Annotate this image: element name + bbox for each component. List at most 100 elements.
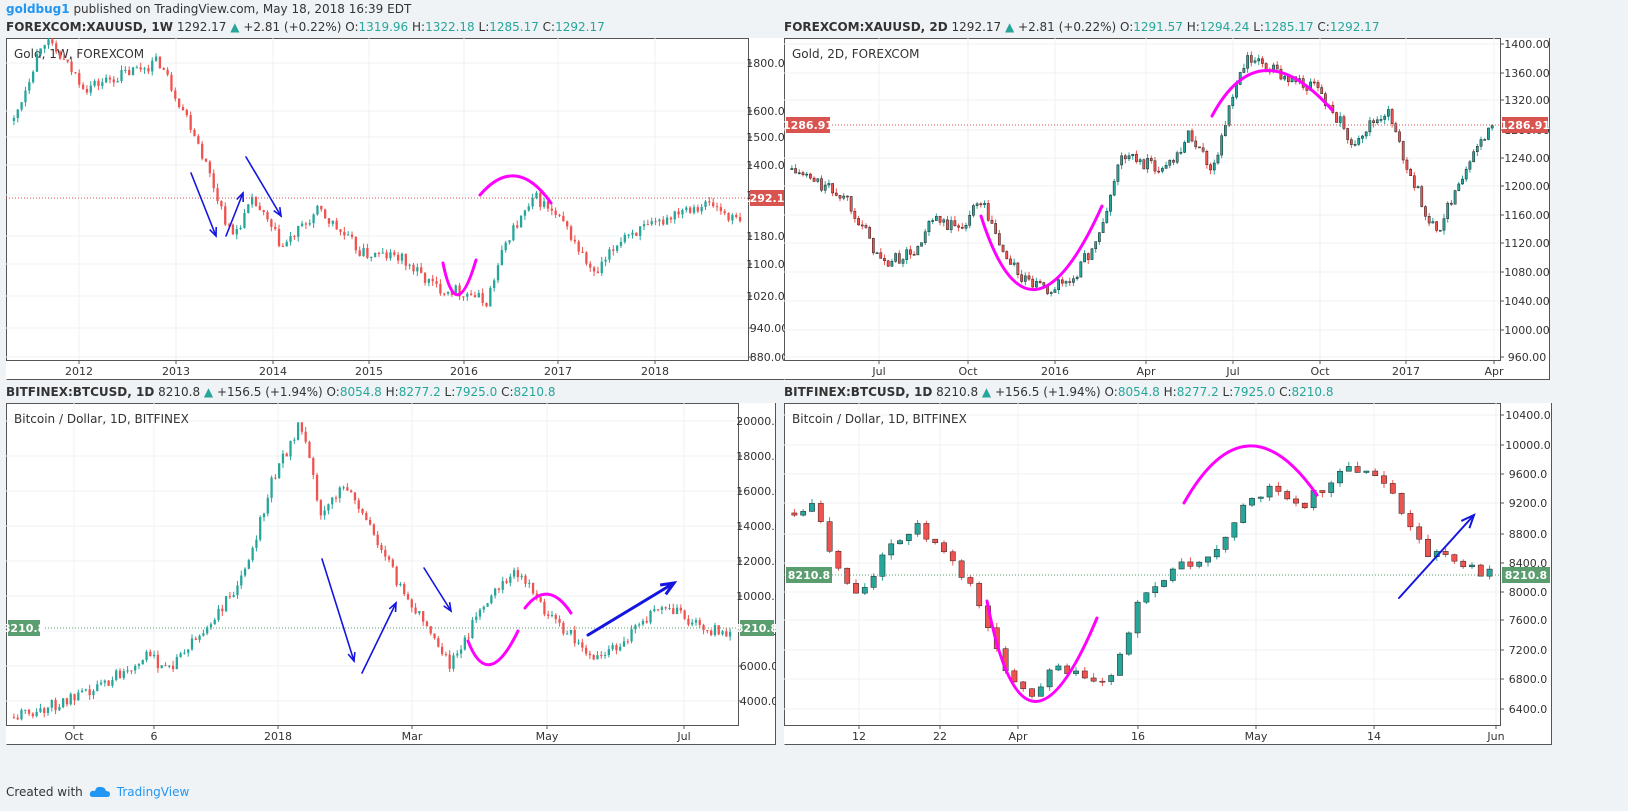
arrow-annotation[interactable] (225, 192, 244, 237)
candle (20, 101, 23, 112)
candle (523, 209, 527, 221)
chart-canvas[interactable]: 1400.001360.001320.001280.001240.001200.… (784, 38, 1550, 380)
arc-annotation[interactable] (985, 599, 1099, 703)
arrow-annotation[interactable] (190, 172, 217, 237)
arrow-annotation[interactable] (423, 567, 452, 612)
candle (55, 40, 58, 55)
candle (611, 642, 614, 651)
candle (596, 651, 599, 660)
arrow-annotation[interactable] (586, 581, 676, 637)
candle (809, 172, 812, 180)
candle (31, 712, 34, 719)
candle (1461, 175, 1464, 185)
candle (853, 207, 857, 223)
candle (1231, 522, 1238, 541)
arrow-annotation[interactable] (245, 156, 282, 217)
arc-annotation[interactable] (523, 592, 573, 615)
candle (1112, 178, 1116, 197)
candle (953, 215, 957, 227)
arrow-annotation[interactable] (321, 558, 355, 662)
close-label: C: (538, 20, 556, 34)
candle (35, 708, 38, 718)
arrowhead (273, 206, 283, 218)
candle (435, 276, 438, 288)
candle (1293, 495, 1299, 507)
candle (197, 134, 200, 145)
close-label: C: (497, 385, 514, 399)
candle (842, 193, 846, 201)
arc-annotation[interactable] (478, 174, 553, 205)
candle (1075, 275, 1079, 281)
candle (700, 203, 703, 215)
candle (573, 235, 577, 245)
chart-canvas[interactable]: 10400.0 10000.0 9600.0 9200.0 8800.0 8400.0 80… (784, 403, 1552, 745)
y-tick-label: 1160.00 (1504, 209, 1550, 222)
candle (1320, 84, 1324, 95)
candle (1345, 461, 1352, 472)
candle (949, 549, 956, 566)
candle (418, 610, 421, 616)
candle (1249, 51, 1253, 67)
up-arrow-icon: ▲ (981, 385, 992, 399)
candle (1353, 140, 1357, 147)
candle (554, 613, 557, 624)
candle (81, 82, 85, 91)
candle (73, 693, 76, 706)
candle (635, 232, 638, 237)
candle (1394, 121, 1398, 133)
y-tick-label: 880.00 (750, 351, 786, 364)
chart-canvas[interactable]: 20000.0 18000.0 16000.0 14000.0 12000.0 10000… (6, 403, 776, 745)
chart-canvas[interactable]: 1800.001600.001500.001400.001300.001180.… (6, 38, 786, 380)
candle (201, 141, 204, 161)
arc-annotation[interactable] (1210, 69, 1334, 118)
candle (128, 66, 131, 76)
created-with-text: Created with (6, 785, 83, 799)
candle (12, 115, 16, 126)
candle (967, 575, 974, 587)
candle (308, 440, 311, 459)
candle (588, 650, 592, 659)
candle (968, 210, 972, 229)
candle (107, 679, 110, 686)
candle (27, 708, 31, 716)
candle (354, 236, 358, 254)
candle (721, 629, 724, 636)
y-tick-label: 1100.00 (746, 258, 786, 271)
candle (1284, 489, 1291, 501)
candle (1231, 94, 1235, 109)
y-tick-label: 1240.00 (1504, 152, 1550, 165)
tradingview-link[interactable]: TradingView (116, 785, 190, 799)
candle (1401, 140, 1405, 164)
candle (478, 608, 482, 620)
candle (1161, 579, 1167, 588)
arrow-annotation[interactable] (1398, 514, 1475, 599)
candle (274, 222, 277, 231)
arc-annotation[interactable] (441, 258, 478, 297)
candle (1387, 105, 1390, 121)
candle (431, 274, 434, 286)
candle (365, 511, 368, 521)
candle (849, 196, 853, 215)
arrow-annotation[interactable] (361, 602, 397, 674)
y-tick-label: 7600.0 (1509, 614, 1548, 627)
chart-title: Gold, 1W, FOREXCOM (14, 47, 144, 61)
candle (255, 535, 258, 552)
y-tick-label: 1800.00 (746, 57, 786, 70)
candle (158, 56, 162, 69)
candle (270, 218, 273, 232)
y-tick-label: 8000.0 (1509, 586, 1548, 599)
candle (677, 208, 680, 219)
author-link[interactable]: goldbug1 (6, 2, 70, 16)
candle (62, 697, 65, 709)
x-tick-label: Apr (1136, 365, 1156, 378)
arc-annotation[interactable] (466, 629, 520, 667)
candle (1469, 562, 1475, 569)
candle (653, 605, 656, 613)
arc-annotation[interactable] (1182, 444, 1319, 505)
open-value: 8054.8 (339, 385, 382, 399)
candle (990, 215, 994, 224)
arc-annotation[interactable] (979, 204, 1104, 292)
candle (1363, 470, 1370, 474)
candle (1023, 272, 1027, 286)
candle (791, 508, 798, 517)
